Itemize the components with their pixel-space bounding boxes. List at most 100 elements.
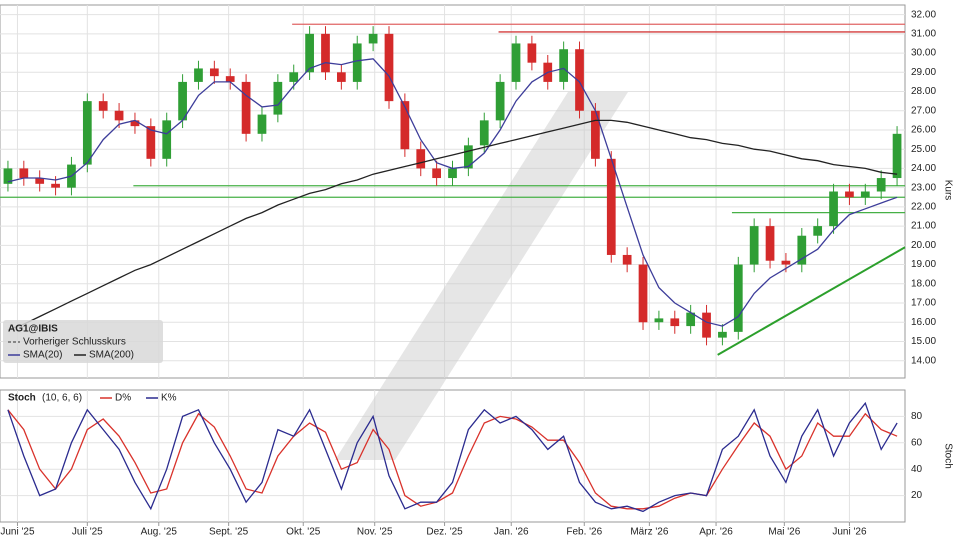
- y-tick-label: 32.00: [911, 9, 936, 20]
- y-tick-label: 29.00: [911, 67, 936, 78]
- candle-body: [194, 68, 203, 82]
- y-axis-label: Stoch: [942, 443, 953, 469]
- candle-body: [670, 318, 680, 327]
- y-tick-label: 24.00: [911, 163, 936, 174]
- candle-body: [622, 254, 632, 265]
- candle-body: [35, 178, 45, 184]
- legend-title: AG1@IBIS: [8, 324, 58, 335]
- candle-body: [876, 178, 886, 192]
- watermark: [335, 92, 628, 460]
- y-tick-label: 18.00: [911, 278, 936, 289]
- candle-body: [162, 120, 172, 159]
- candle-body: [384, 33, 394, 102]
- candle-body: [606, 158, 616, 255]
- candle-body: [209, 68, 219, 77]
- legend-entry: K%: [161, 393, 177, 404]
- candle-body: [845, 191, 854, 198]
- x-tick-label: Dez. '25: [426, 527, 463, 538]
- x-tick-label: Feb. '26: [566, 527, 602, 538]
- candle-body: [829, 191, 838, 227]
- candle-body: [733, 264, 743, 332]
- candle-body: [321, 33, 330, 73]
- candle-body: [638, 264, 648, 323]
- candle-body: [51, 183, 60, 188]
- y-tick-label: 40: [911, 464, 923, 475]
- candle-body: [718, 331, 727, 338]
- candle-body: [432, 168, 441, 179]
- x-tick-label: Mai '26: [768, 527, 800, 538]
- candle-body: [591, 110, 600, 159]
- y-tick-label: 16.00: [911, 317, 936, 328]
- candle-body: [654, 318, 664, 323]
- y-tick-label: 21.00: [911, 221, 936, 232]
- line-series: [7, 119, 898, 331]
- y-tick-label: 80: [911, 411, 923, 422]
- x-tick-label: Juli '25: [72, 527, 103, 538]
- candle-body: [765, 226, 775, 261]
- candle-body: [3, 168, 13, 184]
- x-tick-label: Juni '25: [0, 527, 35, 538]
- candle-body: [82, 101, 92, 165]
- candle-body: [575, 49, 584, 111]
- x-tick-label: Apr. '26: [699, 527, 733, 538]
- trend-line: [717, 246, 906, 356]
- candle-body: [479, 120, 489, 146]
- stoch-title: Stoch: [8, 393, 36, 404]
- candle-body: [289, 72, 299, 82]
- candle-body: [797, 235, 807, 265]
- legend-box: [3, 320, 163, 363]
- candle-body: [464, 145, 473, 169]
- legend-entry: Vorheriger Schlusskurs: [23, 337, 126, 348]
- legend-entry: D%: [115, 393, 131, 404]
- y-tick-label: 20: [911, 490, 923, 501]
- y-tick-label: 22.00: [911, 202, 936, 213]
- y-tick-label: 60: [911, 437, 923, 448]
- y-tick-label: 26.00: [911, 125, 936, 136]
- candle-body: [257, 114, 267, 134]
- candle-body: [305, 33, 314, 73]
- x-tick-label: Jan. '26: [494, 527, 529, 538]
- candle-body: [892, 133, 902, 179]
- candle-body: [368, 33, 378, 44]
- line-series: [7, 401, 898, 513]
- candle-body: [781, 260, 791, 265]
- y-tick-label: 23.00: [911, 182, 936, 193]
- y-tick-label: 14.00: [911, 355, 936, 366]
- candle-body: [225, 76, 235, 82]
- legend-entry: SMA(20): [23, 350, 62, 361]
- y-tick-label: 25.00: [911, 144, 936, 155]
- x-tick-label: Nov. '25: [357, 527, 393, 538]
- candle-body: [19, 168, 29, 179]
- y-axis-label: Kurs: [942, 180, 953, 201]
- candle-body: [352, 43, 362, 82]
- price-panel: [0, 4, 906, 379]
- candle-body: [559, 49, 569, 82]
- x-tick-label: Sept. '25: [209, 527, 249, 538]
- y-tick-label: 31.00: [911, 28, 936, 39]
- candle-body: [241, 81, 251, 134]
- x-tick-label: März '26: [630, 527, 668, 538]
- y-tick-label: 28.00: [911, 86, 936, 97]
- candle-body: [702, 312, 711, 338]
- candle-body: [416, 149, 426, 169]
- candle-body: [527, 43, 537, 63]
- candle-body: [400, 101, 410, 150]
- x-tick-label: Aug. '25: [141, 527, 178, 538]
- candle-body: [130, 120, 140, 127]
- y-tick-label: 27.00: [911, 105, 936, 116]
- stoch-panel: [0, 389, 906, 523]
- y-tick-label: 17.00: [911, 298, 936, 309]
- candle-body: [178, 81, 187, 121]
- x-tick-label: Juni '26: [832, 527, 867, 538]
- y-tick-label: 20.00: [911, 240, 936, 251]
- line-series: [7, 58, 898, 327]
- line-series: [7, 409, 898, 510]
- candle-body: [686, 312, 696, 327]
- candle-body: [98, 101, 108, 111]
- candle-body: [273, 81, 283, 115]
- x-tick-label: Okt. '25: [286, 527, 321, 538]
- candle-body: [860, 191, 870, 198]
- candle-body: [813, 226, 823, 236]
- stoch-params: (10, 6, 6): [42, 393, 82, 404]
